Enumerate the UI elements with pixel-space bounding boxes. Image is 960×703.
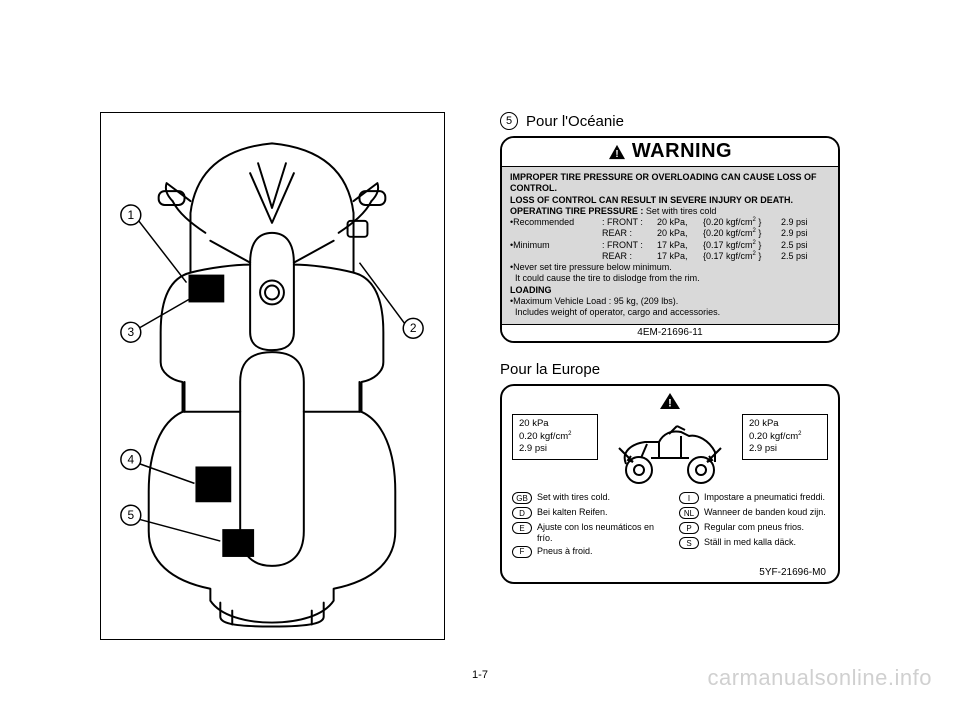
max-load-line2: Includes weight of operator, cargo and a… (510, 307, 830, 318)
lang-col-right: I Impostare a pneumatici freddi. NL Wann… (679, 492, 828, 561)
pressure-row-rec-rear: REAR : 20 kPa, {0.20 kgf/cm2 } 2.9 psi (510, 228, 830, 239)
europe-caption: Pour la Europe (500, 361, 865, 378)
atv-top-view-svg: 1 2 3 4 5 (101, 113, 444, 639)
pressure-row-min-front: •Minimum : FRONT : 17 kPa, {0.17 kgf/cm2… (510, 240, 830, 251)
right-column: 5 Pour l'Océanie ! WARNING IMPROPER TIRE… (500, 112, 865, 584)
lang-row-d: D Bei kalten Reifen. (512, 507, 661, 519)
lang-code: D (512, 507, 532, 519)
pressure-row-min-rear: REAR : 17 kPa, {0.17 kgf/cm2 } 2.5 psi (510, 251, 830, 262)
europe-part-number: 5YF-21696-M0 (502, 567, 838, 582)
europe-top-row: 20 kPa 0.20 kgf/cm2 2.9 psi (512, 414, 828, 486)
europe-warning-triangle-icon: ! (659, 392, 681, 410)
pressure-box-left: 20 kPa 0.20 kgf/cm2 2.9 psi (512, 414, 598, 460)
never-line2: It could cause the tire to dislodge from… (510, 273, 830, 284)
callout-2: 2 (410, 321, 417, 335)
lang-row-s: S Ställ in med kalla däck. (679, 537, 828, 549)
warning-triangle-icon: ! (608, 144, 626, 160)
svg-text:!: ! (615, 148, 618, 159)
svg-text:!: ! (668, 398, 672, 410)
pb-kpa-l: 20 kPa (519, 418, 591, 430)
lang-code: F (512, 546, 532, 558)
lang-row-p: P Regular com pneus frios. (679, 522, 828, 534)
callout-5: 5 (128, 508, 135, 522)
pb-psi-r: 2.9 psi (749, 443, 821, 455)
lang-code: I (679, 492, 699, 504)
lang-text: Impostare a pneumatici freddi. (704, 492, 825, 502)
warning-line1: IMPROPER TIRE PRESSURE OR OVERLOADING CA… (510, 172, 817, 193)
europe-label: ! 20 kPa 0.20 kgf/cm2 2.9 psi (500, 384, 840, 584)
loading-label: LOADING (510, 285, 552, 295)
pb-kpa-r: 20 kPa (749, 418, 821, 430)
warning-body: IMPROPER TIRE PRESSURE OR OVERLOADING CA… (502, 167, 838, 324)
oceania-caption: 5 Pour l'Océanie (500, 112, 865, 130)
lang-row-e: E Ajuste con los neumáticos en frío. (512, 522, 661, 543)
lang-text: Bei kalten Reifen. (537, 507, 608, 517)
atv-diagram-frame: 1 2 3 4 5 (100, 112, 445, 640)
lang-row-gb: GB Set with tires cold. (512, 492, 661, 504)
lang-code: GB (512, 492, 532, 504)
language-grid: GB Set with tires cold. D Bei kalten Rei… (512, 492, 828, 561)
warning-header: ! WARNING (502, 138, 838, 167)
lang-code: NL (679, 507, 699, 519)
pb-psi-l: 2.9 psi (519, 443, 591, 455)
max-load-line1: •Maximum Vehicle Load : 95 kg, (209 lbs)… (510, 296, 830, 307)
pb-kgf-r: 0.20 kgf/cm (749, 431, 798, 442)
lang-text: Ajuste con los neumáticos en frío. (537, 522, 661, 543)
lang-text: Set with tires cold. (537, 492, 610, 502)
callout-1: 1 (128, 208, 135, 222)
warning-line2: LOSS OF CONTROL CAN RESULT IN SEVERE INJ… (510, 195, 793, 205)
lang-code: S (679, 537, 699, 549)
lang-text: Ställ in med kalla däck. (704, 537, 796, 547)
lang-row-nl: NL Wanneer de banden koud zijn. (679, 507, 828, 519)
oceania-caption-num: 5 (500, 112, 518, 130)
lang-text: Regular com pneus frios. (704, 522, 804, 532)
atv-side-icon (611, 414, 729, 486)
lang-row-f: F Pneus à froid. (512, 546, 661, 558)
callout-3: 3 (128, 325, 135, 339)
lang-col-left: GB Set with tires cold. D Bei kalten Rei… (512, 492, 661, 561)
lang-text: Wanneer de banden koud zijn. (704, 507, 826, 517)
oceania-part-number: 4EM-21696-11 (502, 324, 838, 341)
lang-text: Pneus à froid. (537, 546, 593, 556)
pressure-row-rec-front: •Recommended : FRONT : 20 kPa, {0.20 kgf… (510, 217, 830, 228)
warning-title: WARNING (632, 140, 732, 163)
lang-row-i: I Impostare a pneumatici freddi. (679, 492, 828, 504)
lang-code: P (679, 522, 699, 534)
oceania-caption-text: Pour l'Océanie (526, 113, 624, 130)
oceania-warning-label: ! WARNING IMPROPER TIRE PRESSURE OR OVER… (500, 136, 840, 343)
op-pressure-label: OPERATING TIRE PRESSURE : (510, 206, 643, 216)
never-line1: •Never set tire pressure below minimum. (510, 262, 830, 273)
page-number: 1-7 (0, 669, 960, 681)
page: 1 2 3 4 5 5 Pour l'Océanie ! WARNING IMP… (0, 0, 960, 703)
europe-body: ! 20 kPa 0.20 kgf/cm2 2.9 psi (502, 386, 838, 567)
callout-4: 4 (128, 452, 135, 466)
pb-kgf-l: 0.20 kgf/cm (519, 431, 568, 442)
op-pressure-text: Set with tires cold (646, 206, 717, 216)
lang-code: E (512, 522, 532, 534)
pressure-box-right: 20 kPa 0.20 kgf/cm2 2.9 psi (742, 414, 828, 460)
